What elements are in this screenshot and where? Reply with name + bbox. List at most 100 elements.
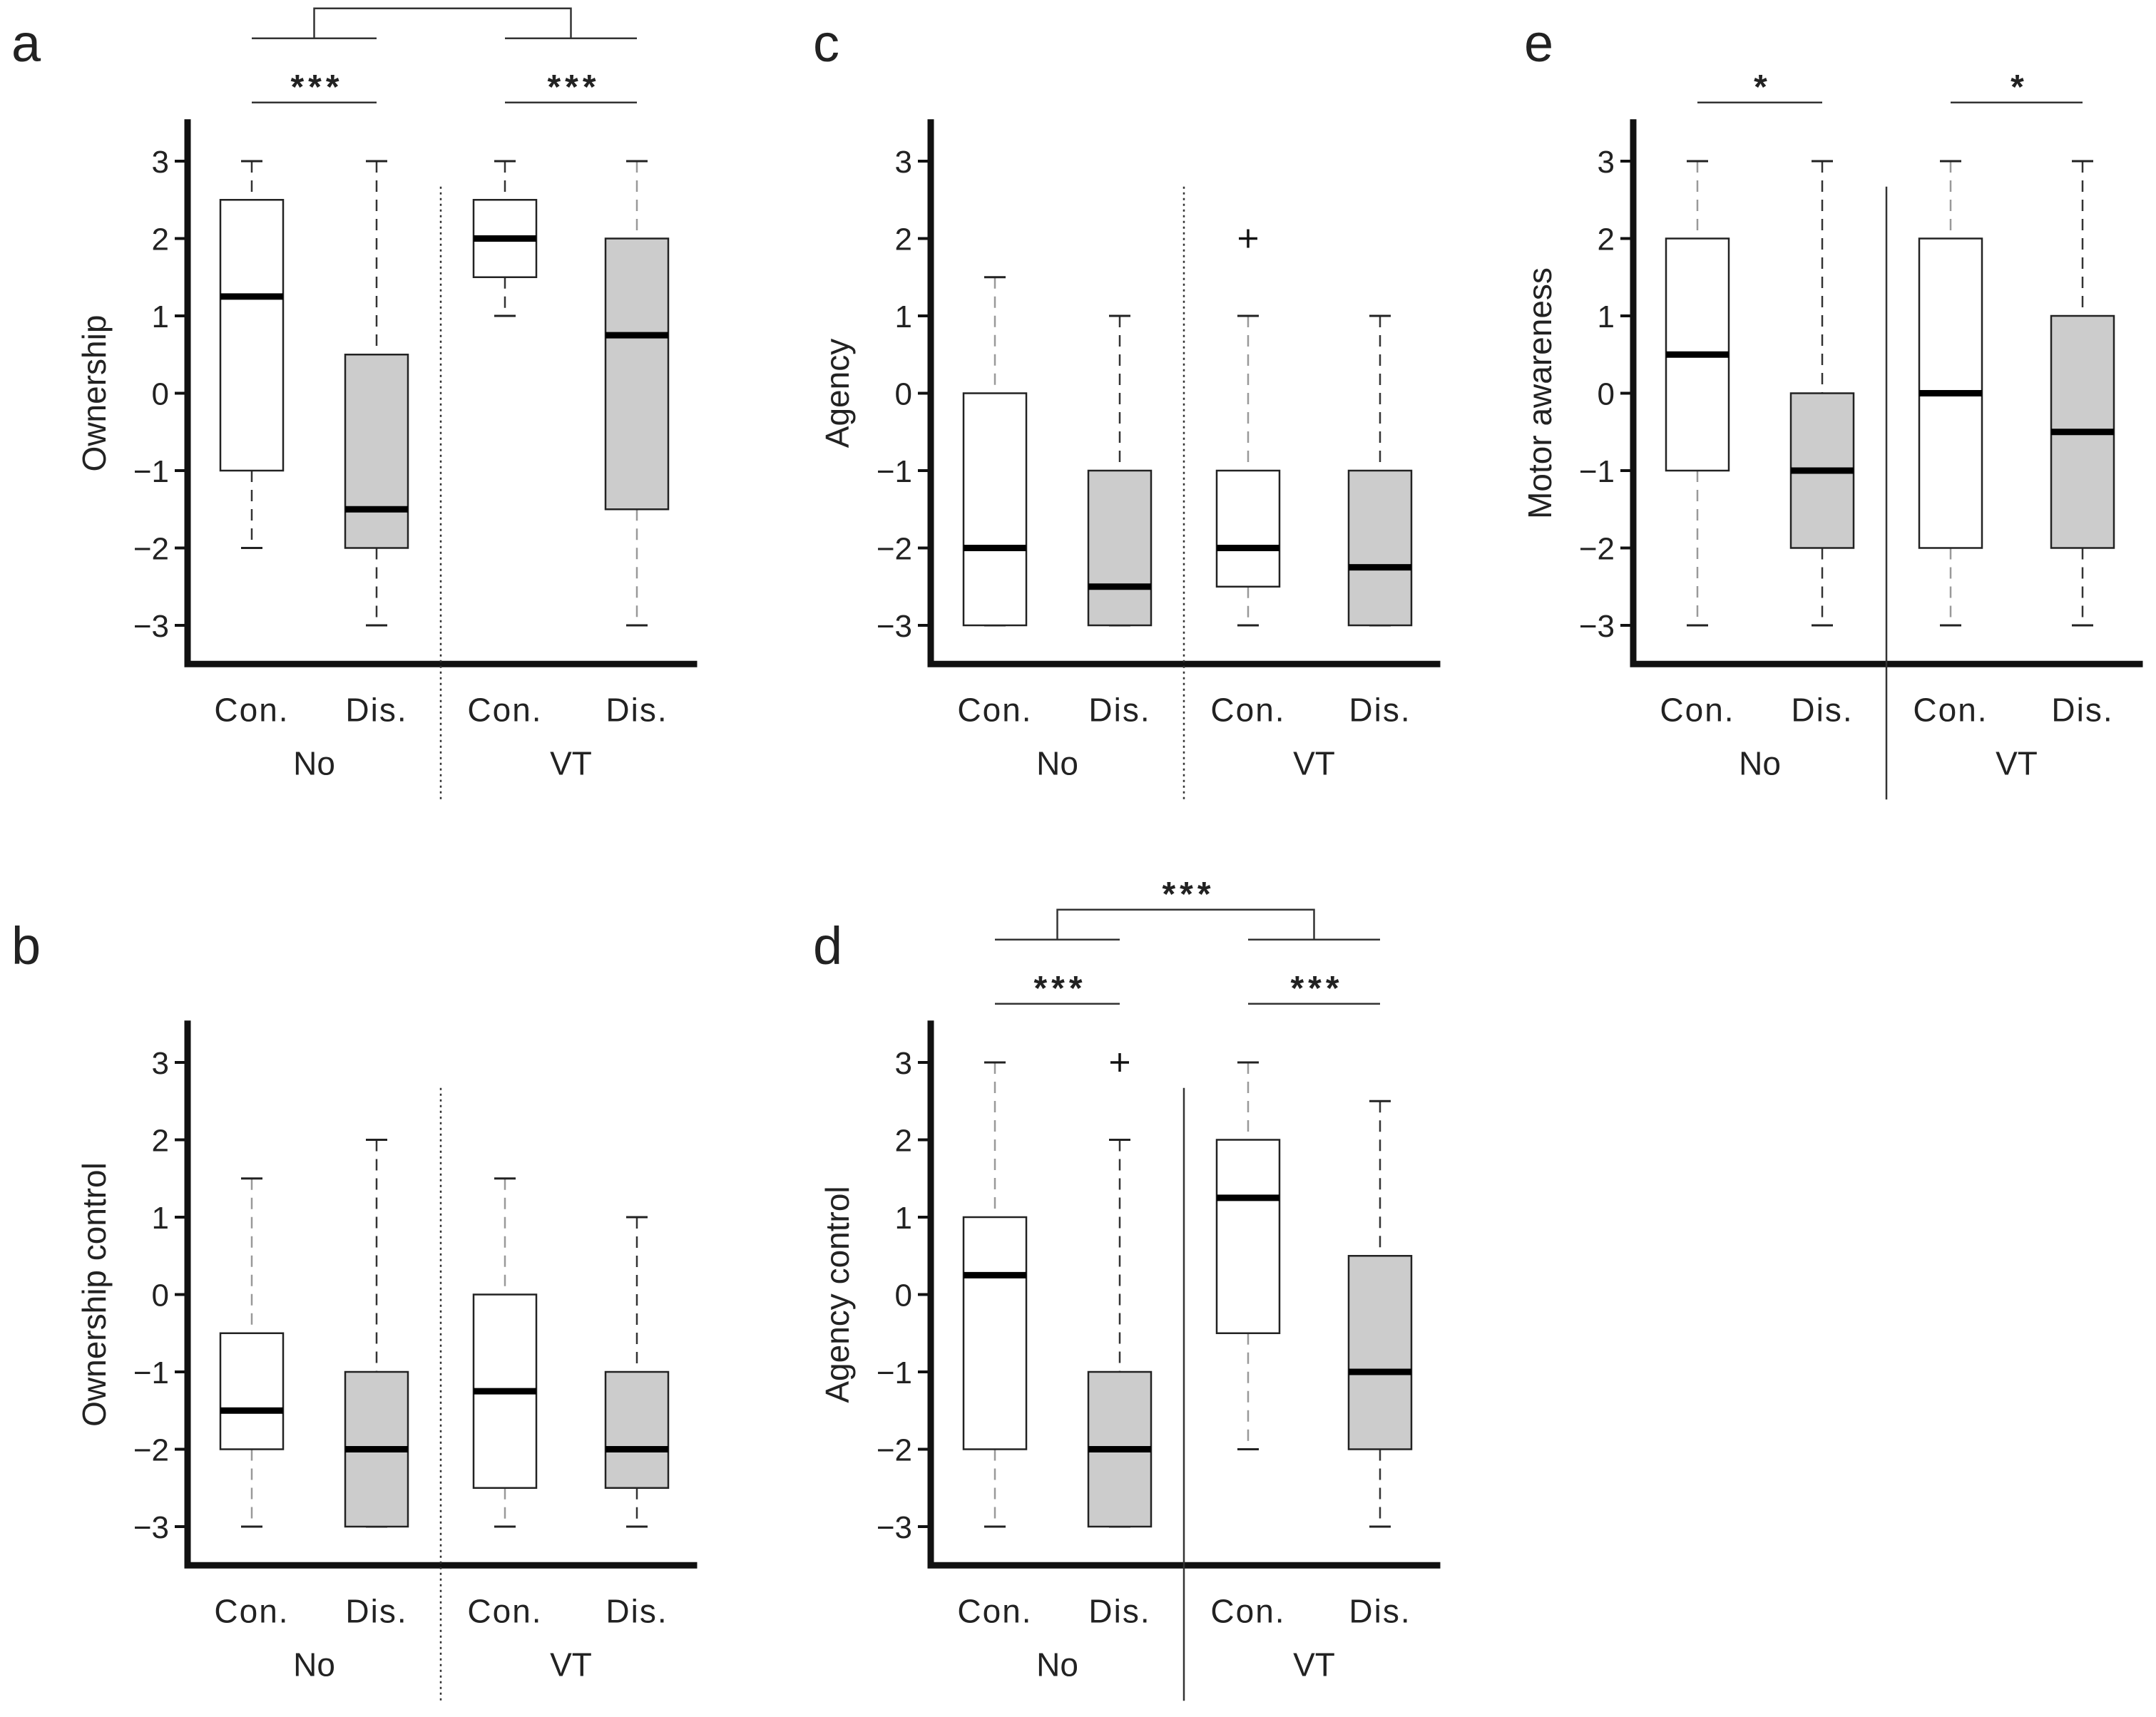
y-tick-label: −2 <box>877 1433 912 1468</box>
y-tick-label: 3 <box>895 145 912 180</box>
y-tick-label: 1 <box>1598 299 1615 334</box>
box-iqr <box>344 354 409 549</box>
y-axis-label: Agency <box>819 339 856 448</box>
group-bracket <box>995 908 1380 940</box>
axes <box>184 1020 698 1569</box>
y-tick-label: 1 <box>895 299 912 334</box>
box-no-con <box>219 1177 285 1528</box>
axes <box>1630 119 2143 667</box>
y-tick-label: 2 <box>152 1124 169 1159</box>
group-label: VT <box>550 1646 592 1683</box>
category-label: Con. <box>957 691 1032 728</box>
panel-label: c <box>813 14 839 73</box>
category-label: Dis. <box>606 691 668 728</box>
y-tick-label: 3 <box>152 1046 169 1081</box>
box-vt-con <box>472 160 538 317</box>
y-tick-label: −2 <box>1579 532 1615 567</box>
y-tick-label: 0 <box>895 1278 912 1313</box>
group-label: No <box>1036 744 1078 781</box>
y-tick-label: −1 <box>1579 454 1615 489</box>
group-label: No <box>293 1646 335 1683</box>
panel-b: b Ownership control 3 2 1 0 −1 −2 −3 Con. Dis. Con.… <box>11 916 698 1701</box>
y-tick-label: 3 <box>1598 145 1615 180</box>
box-vt-dis <box>2050 160 2115 627</box>
y-tick-label: 3 <box>895 1046 912 1081</box>
box-iqr <box>1087 469 1153 627</box>
significance-label: *** <box>1290 970 1343 1008</box>
box-no-con <box>1665 160 1730 627</box>
group-label: VT <box>1996 744 2038 781</box>
category-label: Dis. <box>345 691 407 728</box>
panel-label: d <box>813 916 842 975</box>
y-tick-label: 0 <box>152 1278 169 1313</box>
box-vt-con <box>472 1177 538 1528</box>
y-tick-label: 2 <box>152 222 169 257</box>
box-no-con <box>219 160 285 549</box>
y-tick-label: 0 <box>152 377 169 412</box>
box-vt-con <box>1215 1061 1281 1450</box>
panel-d: d Agency control 3 2 1 0 −1 −2 −3 Con. Dis. Con. Dis… <box>813 876 1441 1701</box>
y-tick-label: −1 <box>877 1355 912 1390</box>
panel-a: a Ownership 3 2 1 0 −1 −2 −3 Con. Dis. Con. Dis. No VT… <box>11 0 698 800</box>
group-label: No <box>1036 1646 1078 1683</box>
category-label: Con. <box>467 691 542 728</box>
panel-label: a <box>11 14 41 73</box>
category-label: Con. <box>1210 1592 1285 1629</box>
significance-label: * <box>1754 68 1772 106</box>
y-tick-label: −1 <box>133 1355 169 1390</box>
box-iqr <box>962 392 1028 627</box>
category-label: Con. <box>214 691 289 728</box>
box-no-dis <box>1789 160 1855 627</box>
box-iqr <box>1215 469 1281 588</box>
y-tick-label: 1 <box>895 1201 912 1236</box>
y-tick-label: −2 <box>133 1433 169 1468</box>
box-no-dis <box>1087 1053 1153 1528</box>
y-tick-label: 1 <box>152 299 169 334</box>
box-vt-dis <box>604 160 670 627</box>
category-label: Dis. <box>345 1592 407 1629</box>
significance-label: * <box>2011 68 2028 106</box>
significance-label: *** <box>1033 970 1086 1008</box>
y-tick-label: −3 <box>877 1510 912 1545</box>
y-tick-label: −2 <box>133 532 169 567</box>
group-label: No <box>293 744 335 781</box>
category-label: Con. <box>1210 691 1285 728</box>
box-vt-con <box>1215 229 1281 627</box>
box-vt-con <box>1918 160 1983 627</box>
y-tick-label: 0 <box>1598 377 1615 412</box>
group-label: No <box>1739 744 1781 781</box>
box-vt-dis <box>1347 314 1413 627</box>
y-tick-label: −3 <box>133 1510 169 1545</box>
panel-c: c Agency 3 2 1 0 −1 −2 −3 Con. Dis. Con. Dis. No VT <box>813 14 1441 800</box>
category-label: Dis. <box>1349 691 1411 728</box>
category-label: Dis. <box>1349 1592 1411 1629</box>
panel-label: e <box>1524 14 1553 73</box>
outlier-marker <box>1110 1053 1129 1072</box>
box-no-con <box>962 1061 1028 1528</box>
box-iqr <box>962 1216 1028 1450</box>
category-label: Dis. <box>1088 691 1150 728</box>
box-iqr <box>219 199 285 472</box>
y-axis-label: Ownership control <box>76 1162 113 1427</box>
box-iqr <box>1215 1139 1281 1334</box>
y-tick-label: 2 <box>895 1124 912 1159</box>
group-label: VT <box>550 744 592 781</box>
y-tick-label: −1 <box>877 454 912 489</box>
significance-label: ** <box>428 0 463 12</box>
box-iqr <box>604 1370 670 1489</box>
y-tick-label: 2 <box>1598 222 1615 257</box>
box-iqr <box>604 237 670 511</box>
category-label: Con. <box>467 1592 542 1629</box>
category-label: Con. <box>1913 691 1988 728</box>
panel-label: b <box>11 916 41 975</box>
outlier-marker <box>1239 229 1257 248</box>
box-vt-dis <box>1347 1100 1413 1528</box>
y-tick-label: −3 <box>1579 609 1615 644</box>
y-tick-label: 1 <box>152 1201 169 1236</box>
y-tick-label: 3 <box>152 145 169 180</box>
category-label: Dis. <box>606 1592 668 1629</box>
y-axis-label: Motor awareness <box>1521 267 1558 519</box>
y-axis-label: Agency control <box>819 1186 856 1403</box>
box-vt-dis <box>604 1216 670 1528</box>
box-iqr <box>1347 469 1413 627</box>
